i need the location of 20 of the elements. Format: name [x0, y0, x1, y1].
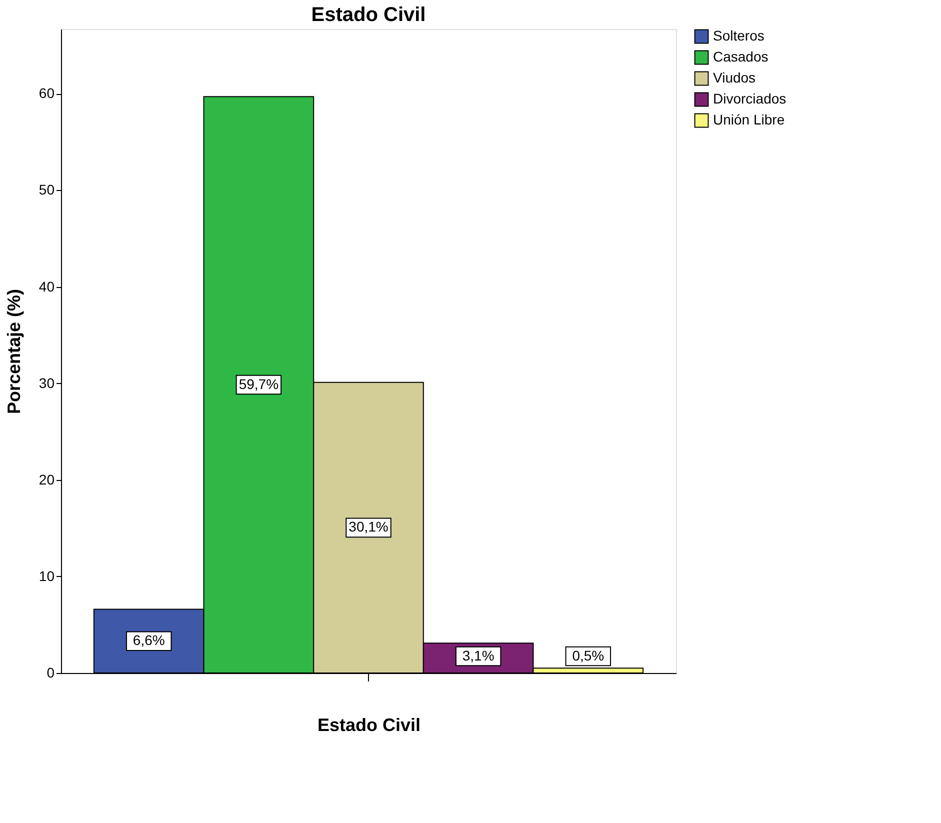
legend-label: Casados [713, 48, 768, 64]
chart-title: Estado Civil [311, 4, 426, 26]
legend-label: Solteros [713, 28, 764, 44]
y-tick-label: 30 [38, 374, 55, 391]
data-label: 59,7% [238, 376, 279, 392]
x-axis-title: Estado Civil [317, 715, 421, 735]
y-tick-label: 40 [38, 278, 55, 294]
legend-label: Unión Libre [713, 112, 785, 128]
legend-label: Divorciados [713, 90, 786, 106]
data-label: 6,6% [132, 632, 165, 648]
y-axis-title: Porcentaje (%) [4, 288, 24, 414]
y-tick-label: 20 [38, 471, 55, 488]
y-tick-label: 60 [38, 85, 55, 102]
data-label: 3,1% [462, 647, 494, 664]
data-label: 0,5% [572, 647, 604, 664]
y-tick-label: 0 [46, 664, 55, 680]
y-tick-label: 50 [38, 182, 55, 198]
legend-label: Viudos [713, 70, 756, 86]
data-label: 30,1% [348, 518, 388, 535]
y-tick-label: 10 [38, 568, 55, 584]
